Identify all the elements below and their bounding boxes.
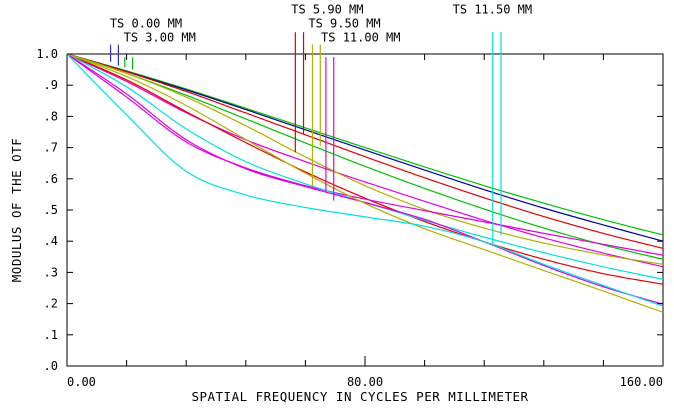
field-label-2: TS 3.00 MM	[124, 31, 196, 45]
series-line-2	[66, 53, 664, 242]
y-tick-label-6: .6	[44, 172, 58, 186]
series-line-5	[66, 53, 664, 268]
y-tick-label-5: .5	[44, 203, 58, 217]
x-axis-title: SPATIAL FREQUENCY IN CYCLES PER MILLIMET…	[191, 389, 528, 404]
y-tick-label-9: .9	[44, 78, 58, 92]
series-line-7	[66, 53, 664, 285]
series-line-10	[66, 53, 664, 305]
field-label-3: TS 5.90 MM	[291, 2, 363, 16]
series-line-8	[66, 53, 664, 256]
field-label-4: TS 9.50 MM	[308, 16, 380, 30]
y-tick-label-0: .0	[44, 359, 58, 373]
x-tick-label-0: 0.00	[67, 375, 96, 389]
y-tick-label-3: .3	[44, 265, 58, 279]
y-tick-label-8: .8	[44, 109, 58, 123]
field-label-5: TS 11.00 MM	[321, 31, 400, 45]
x-tick-label-2: 160.00	[620, 375, 663, 389]
y-tick-label-4: .4	[44, 234, 58, 248]
series-line-12	[66, 53, 664, 307]
plot-frame	[66, 53, 664, 367]
field-label-1: TS 0.00 MM	[110, 16, 182, 30]
series-line-3	[66, 53, 664, 249]
y-tick-label-7: .7	[44, 141, 58, 155]
y-tick-label-1: .1	[44, 328, 58, 342]
field-label-6: TS 11.50 MM	[453, 2, 532, 16]
y-tick-label-2: .2	[44, 297, 58, 311]
series-layer	[66, 53, 664, 313]
x-tick-label-1: 80.00	[347, 375, 383, 389]
x-axis-ticks: 0.00 80.00 160.00	[66, 54, 664, 389]
series-line-11	[66, 53, 664, 313]
series-line-1	[66, 53, 664, 236]
y-tick-label-10: 1.0	[36, 47, 58, 61]
y-axis-ticks: .0 .1 .2 .3 .4 .5 .6 .7 .8 .9 1.0	[36, 47, 663, 373]
series-line-4	[66, 53, 664, 260]
y-axis-title: MODULUS OF THE OTF	[9, 138, 24, 282]
marker-layer	[109, 32, 502, 246]
series-line-6	[66, 53, 664, 265]
